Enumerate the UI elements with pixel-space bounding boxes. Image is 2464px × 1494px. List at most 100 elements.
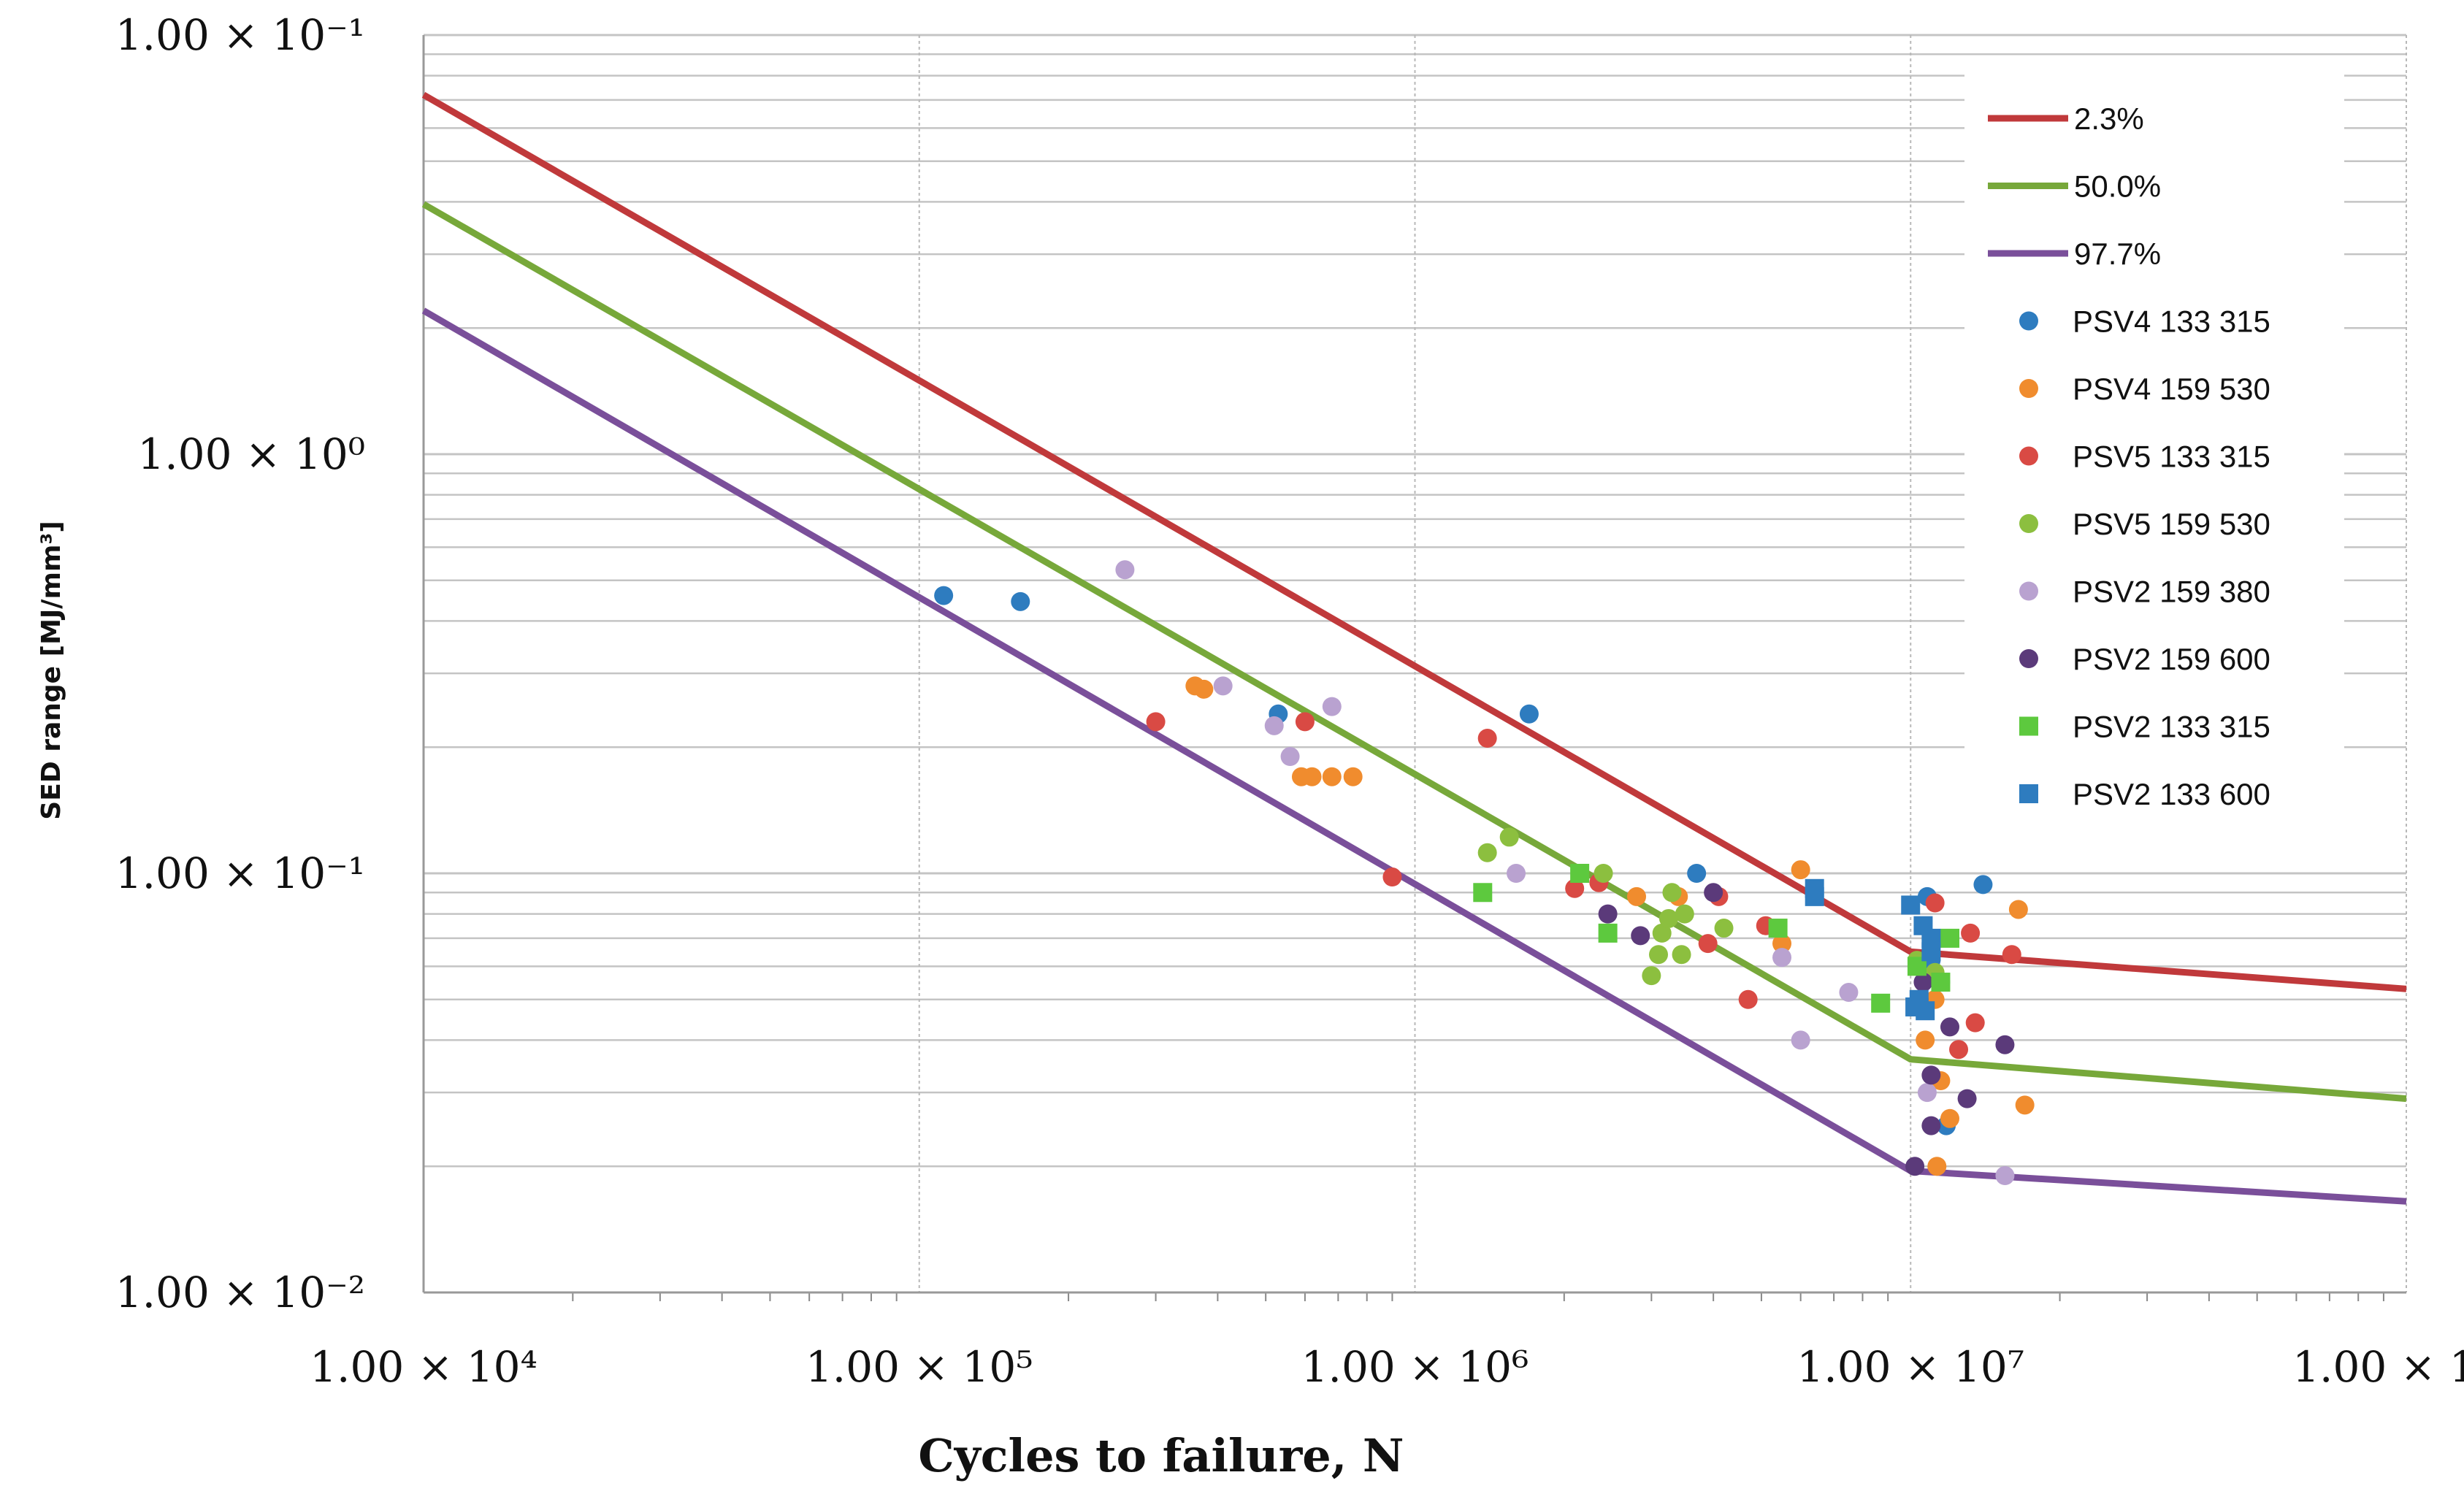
data-point (1598, 904, 1618, 924)
data-point (1995, 1035, 2015, 1054)
data-point (1565, 878, 1585, 898)
data-point (2015, 1095, 2035, 1115)
fit-line (421, 92, 2407, 992)
data-point (1662, 883, 1682, 903)
legend: 2.3% 50.0% 97.7% PSV4 133 315 PSV4 159 530 PS… (1964, 72, 2344, 816)
legend-marker (2019, 649, 2038, 668)
data-point (1957, 1089, 1977, 1108)
legend-label: 50.0% (2074, 169, 2161, 204)
data-point (1146, 712, 1166, 732)
legend-label: PSV4 133 315 (2073, 304, 2270, 339)
data-point (1839, 983, 1859, 1003)
legend-marker (2019, 581, 2038, 601)
data-point (1672, 945, 1691, 965)
data-point (1264, 716, 1284, 735)
x-tick-label: 1.00 × 10⁵ (806, 1342, 1033, 1392)
data-point (1519, 704, 1539, 724)
data-point (1477, 729, 1497, 748)
x-tick-label: 1.00 × 10⁴ (310, 1342, 537, 1392)
data-point (1698, 934, 1718, 954)
data-point (1940, 1108, 1959, 1128)
x-axis-label: Cycles to failure, N (918, 1429, 1404, 1482)
data-point (1772, 934, 1792, 954)
data-point (1652, 923, 1672, 943)
data-point (1791, 860, 1810, 880)
data-point (1570, 864, 1590, 883)
data-point (1593, 864, 1613, 883)
legend-label: PSV2 133 600 (2073, 777, 2270, 811)
data-point (1011, 591, 1030, 611)
legend-label: 97.7% (2074, 237, 2161, 271)
data-point (1921, 942, 1941, 962)
legend-label: PSV2 159 600 (2073, 642, 2270, 676)
data-point (1931, 973, 1951, 992)
y-tick-label: 1.00 × 10⁻¹ (115, 10, 365, 60)
legend-marker (2019, 379, 2038, 398)
data-point (1913, 973, 1933, 992)
legend-label: PSV2 159 380 (2073, 575, 2270, 609)
data-point (1598, 923, 1618, 943)
data-point (1115, 560, 1135, 580)
data-point (1940, 1017, 1959, 1037)
data-point (934, 586, 954, 605)
x-tick-label: 1.00 × 10⁸ (2292, 1342, 2464, 1392)
legend-marker (2019, 784, 2038, 803)
legend-label: PSV2 133 315 (2073, 710, 2270, 744)
data-point (1901, 895, 1921, 915)
data-point (1772, 948, 1792, 968)
data-point (1805, 878, 1824, 898)
data-point (1940, 928, 1959, 948)
data-point (1295, 712, 1315, 732)
data-point (1627, 886, 1647, 906)
y-axis-label: SED range [MJ/mm³] (37, 521, 66, 819)
data-point (1921, 1116, 1941, 1135)
data-point (1631, 926, 1650, 946)
data-point (1738, 989, 1758, 1009)
x-tick-label: 1.00 × 10⁷ (1797, 1342, 2024, 1392)
data-point (1768, 919, 1788, 938)
data-point (1280, 746, 1300, 766)
data-point (1704, 883, 1723, 903)
data-point (2002, 945, 2021, 965)
data-point (1714, 919, 1734, 938)
data-point (1927, 1157, 1947, 1176)
data-point (1905, 997, 1925, 1016)
data-point (1995, 1165, 2015, 1185)
y-tick-label: 1.00 × 10⁻¹ (115, 848, 365, 898)
data-point (1658, 908, 1678, 928)
legend-label: PSV5 159 530 (2073, 507, 2270, 541)
y-tick-label: 1.00 × 10⁰ (137, 429, 365, 479)
data-point (1917, 1083, 1937, 1103)
data-point (1791, 1030, 1810, 1050)
tick-labels: 1.00 × 10⁴ 1.00 × 10⁵ 1.00 × 10⁶ 1.00 × 10⁷… (115, 10, 2464, 1392)
legend-box (1964, 72, 2344, 816)
data-point (1194, 679, 1214, 699)
data-points (934, 560, 2035, 1185)
legend-marker (2019, 446, 2038, 466)
legend-label: PSV5 133 315 (2073, 440, 2270, 474)
data-point (1916, 1030, 1935, 1050)
plot-frame (422, 35, 2406, 1294)
data-point (1921, 1065, 1941, 1085)
data-point (1961, 923, 1981, 943)
data-point (1499, 827, 1519, 847)
data-point (1302, 767, 1322, 786)
legend-marker (2019, 514, 2038, 533)
data-point (1473, 883, 1493, 903)
x-tick-label: 1.00 × 10⁶ (1301, 1342, 1529, 1392)
data-point (1382, 867, 1402, 887)
data-point (1925, 893, 1945, 913)
data-point (1507, 864, 1526, 883)
data-point (1649, 945, 1669, 965)
data-point (1973, 875, 1993, 895)
data-point (1642, 966, 1661, 986)
data-point (1687, 864, 1707, 883)
data-point (1965, 1013, 1985, 1033)
data-point (1343, 767, 1363, 786)
data-point (1322, 697, 1342, 716)
legend-label: 2.3% (2074, 101, 2144, 136)
data-point (1675, 904, 1694, 924)
data-point (1949, 1040, 1969, 1060)
data-point (2008, 900, 2028, 919)
